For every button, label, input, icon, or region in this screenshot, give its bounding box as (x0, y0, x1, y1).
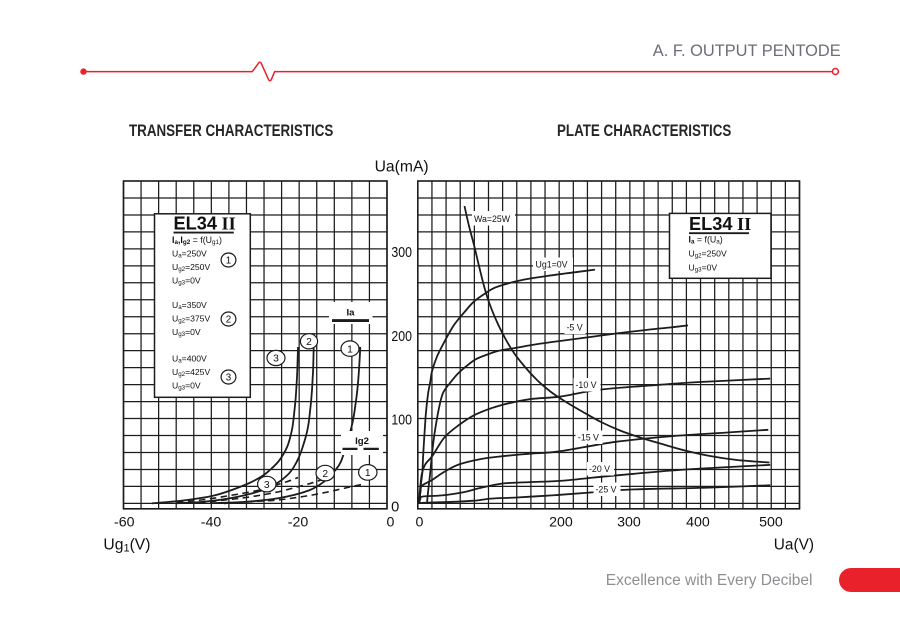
svg-text:Ua(V): Ua(V) (774, 536, 814, 553)
svg-text:Ia,Ig2 = f(Ug1): Ia,Ig2 = f(Ug1) (172, 235, 222, 246)
svg-text:-20 V: -20 V (589, 464, 610, 474)
svg-text:-25 V: -25 V (596, 485, 617, 495)
svg-text:-40: -40 (201, 514, 222, 530)
svg-text:Ua=400V: Ua=400V (172, 354, 207, 365)
svg-text:Wa=25W: Wa=25W (474, 214, 511, 224)
svg-text:1: 1 (365, 468, 371, 479)
svg-text:Ua=250V: Ua=250V (172, 249, 207, 260)
svg-text:3: 3 (264, 480, 270, 491)
svg-text:0: 0 (386, 514, 394, 530)
svg-text:Ug2=250V: Ug2=250V (689, 248, 727, 259)
svg-text:0: 0 (416, 514, 424, 530)
svg-text:-20: -20 (288, 514, 309, 530)
svg-text:0: 0 (391, 499, 399, 515)
svg-text:300: 300 (617, 514, 641, 530)
svg-text:400: 400 (686, 514, 710, 530)
svg-text:1: 1 (347, 344, 353, 355)
svg-text:-5 V: -5 V (567, 323, 583, 333)
svg-text:200: 200 (549, 514, 573, 530)
svg-text:1: 1 (226, 256, 231, 267)
svg-text:Ia: Ia (346, 307, 355, 318)
svg-text:Ug3=0V: Ug3=0V (172, 381, 201, 392)
svg-text:Ug3=0V: Ug3=0V (689, 262, 718, 273)
svg-text:100: 100 (391, 413, 412, 429)
svg-text:Ug2=425V: Ug2=425V (172, 367, 210, 378)
svg-text:Ug1(V): Ug1(V) (103, 536, 150, 554)
svg-text:500: 500 (759, 514, 783, 530)
svg-text:Ug3=0V: Ug3=0V (172, 327, 201, 338)
svg-text:-15 V: -15 V (578, 433, 599, 443)
svg-text:Ug1=0V: Ug1=0V (536, 260, 568, 270)
svg-text:EL34 II: EL34 II (174, 213, 236, 233)
svg-text:200: 200 (391, 329, 412, 345)
svg-text:300: 300 (391, 245, 412, 261)
svg-text:3: 3 (226, 373, 232, 384)
svg-text:Ua=350V: Ua=350V (172, 300, 207, 311)
svg-text:Ug2=375V: Ug2=375V (172, 314, 210, 325)
svg-text:-10 V: -10 V (576, 380, 597, 390)
svg-text:EL34 II: EL34 II (689, 214, 751, 234)
svg-text:Ig2: Ig2 (355, 436, 369, 447)
svg-text:2: 2 (226, 315, 231, 326)
svg-text:Ia = f(Ua): Ia = f(Ua) (689, 235, 723, 246)
svg-text:Ug3=0V: Ug3=0V (172, 276, 201, 287)
svg-text:Ua(mA): Ua(mA) (375, 159, 429, 176)
svg-text:3: 3 (273, 354, 279, 365)
svg-text:Ug2=250V: Ug2=250V (172, 262, 210, 273)
svg-text:-60: -60 (114, 514, 135, 530)
svg-text:2: 2 (306, 337, 312, 348)
svg-text:2: 2 (322, 469, 328, 480)
